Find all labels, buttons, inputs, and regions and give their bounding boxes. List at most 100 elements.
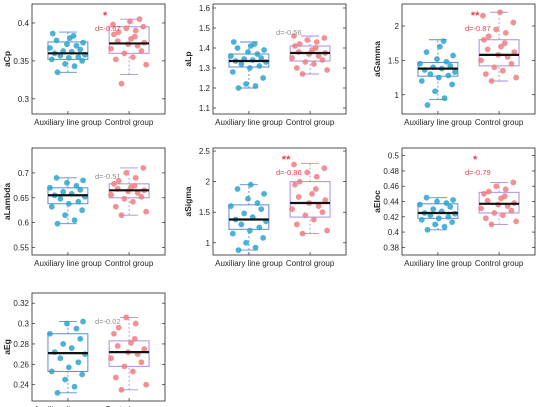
data-point [491, 64, 498, 71]
plot-frame [401, 3, 536, 115]
data-point [493, 183, 500, 190]
box [478, 39, 520, 67]
data-point [252, 83, 259, 89]
data-point [143, 208, 150, 215]
data-point [73, 325, 80, 332]
data-point [118, 386, 125, 393]
data-point [434, 56, 440, 62]
y-tick-label: 1 [395, 91, 400, 100]
data-point [53, 37, 60, 44]
data-point [491, 210, 498, 216]
data-point [118, 212, 125, 219]
data-point [313, 39, 320, 45]
data-point [64, 179, 70, 186]
plot-frame [212, 3, 347, 115]
y-tick-label: 0.38 [383, 243, 399, 252]
data-point [289, 206, 295, 213]
data-point [80, 39, 86, 46]
data-point [417, 60, 423, 67]
data-point [79, 371, 86, 378]
y-axis-label: aGamma [372, 41, 382, 77]
data-point [60, 188, 67, 195]
y-tick-label: 0.55 [13, 244, 29, 253]
data-point [488, 78, 495, 84]
data-point [47, 45, 53, 51]
y-tick-label: 0.6 [18, 219, 30, 228]
data-point [132, 174, 139, 181]
data-point [243, 81, 249, 87]
y-axis-label: aEloc [372, 190, 382, 213]
y-axis-label: aLambda [2, 183, 12, 221]
y-tick-label: 0.4 [18, 19, 30, 28]
effect-size-label: d=-0.56 [276, 28, 302, 37]
data-point [449, 81, 456, 88]
data-point [110, 21, 116, 28]
box [478, 191, 520, 214]
data-point [450, 197, 456, 203]
data-point [246, 65, 253, 71]
data-point [313, 173, 320, 180]
plot-frame [31, 3, 166, 115]
plot-frame [212, 147, 347, 256]
data-point [292, 43, 298, 49]
data-point [304, 37, 311, 43]
y-tick-label: 0.3 [18, 320, 30, 329]
x-tick-label: Auxiliary line group [215, 259, 283, 268]
effect-size-label: d=-0.79 [465, 168, 491, 177]
data-point [238, 61, 245, 67]
y-tick-label: 1.6 [199, 4, 211, 13]
data-point [315, 53, 322, 59]
data-point [258, 206, 265, 213]
effect-size-label: d=-0.87 [465, 24, 491, 33]
data-point [64, 320, 70, 327]
chart-panel-aSigma: 1 1.5 2 2.5 Auxiliary line group Control grou… [183, 147, 347, 268]
y-tick-label: 0.4 [388, 228, 400, 237]
data-point [447, 203, 454, 210]
data-point [258, 55, 265, 61]
data-point [289, 55, 295, 61]
significance-stars: ** [471, 10, 480, 22]
chart-panel-aCp: 0.3 0.35 0.4 Auxiliary line group Control gr… [2, 3, 166, 127]
data-point [64, 41, 70, 48]
data-point [493, 26, 500, 33]
data-point [443, 200, 450, 206]
data-point [62, 212, 68, 219]
y-tick-label: 1 [206, 239, 211, 248]
data-point [291, 161, 297, 168]
data-point [435, 215, 442, 222]
data-point [245, 195, 251, 202]
data-point [136, 16, 143, 23]
data-point [112, 374, 119, 381]
data-point [254, 51, 261, 57]
data-point [127, 18, 133, 25]
data-point [111, 180, 117, 187]
data-point [129, 54, 136, 61]
data-point [230, 39, 237, 45]
data-point [228, 203, 234, 209]
x-tick-label: Auxiliary line group [34, 118, 102, 127]
data-point [70, 32, 77, 39]
data-point [132, 27, 139, 34]
data-point [115, 177, 122, 184]
data-point [71, 383, 78, 390]
y-axis-label: aEg [2, 339, 12, 355]
data-point [319, 209, 326, 216]
y-tick-label: 0.46 [383, 182, 399, 191]
data-point [478, 57, 484, 64]
y-tick-label: 0.5 [388, 152, 400, 161]
y-tick-label: 0.32 [13, 299, 29, 308]
data-point [485, 188, 492, 195]
x-tick-label: Control group [105, 118, 154, 127]
y-axis-label: aCp [2, 51, 12, 67]
data-point [310, 61, 317, 67]
data-point [484, 46, 491, 53]
y-tick-label: 0.3 [18, 95, 30, 104]
data-point [423, 194, 430, 201]
data-point [68, 345, 75, 351]
data-point [131, 335, 138, 342]
data-point [261, 190, 267, 197]
effect-size-label: d=-0.86 [276, 168, 302, 177]
data-point [138, 193, 145, 200]
data-point [510, 19, 517, 26]
